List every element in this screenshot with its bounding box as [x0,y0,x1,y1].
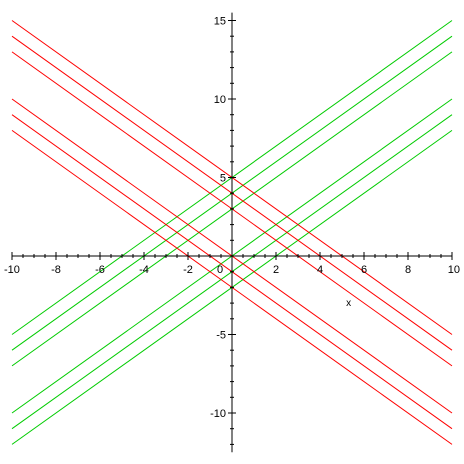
x-tick-label: 10 [448,264,460,276]
y-tick-label: 15 [214,16,226,28]
x-tick-label: -6 [95,264,105,276]
x-tick-label: -8 [51,264,61,276]
x-axis-label: x [346,298,351,309]
y-tick-label: 10 [214,94,226,106]
y-tick-label: -10 [210,408,226,420]
x-tick-label: 4 [317,264,323,276]
x-tick-label: -10 [4,264,20,276]
x-tick-label: 2 [273,264,279,276]
x-tick-label: 6 [361,264,367,276]
x-tick-label: -2 [183,264,193,276]
x-tick-label: -4 [139,264,149,276]
y-tick-label: -5 [216,330,226,342]
x-tick-label: 8 [405,264,411,276]
y-tick-label: 5 [220,173,226,185]
x-tick-label: 0 [217,264,223,276]
